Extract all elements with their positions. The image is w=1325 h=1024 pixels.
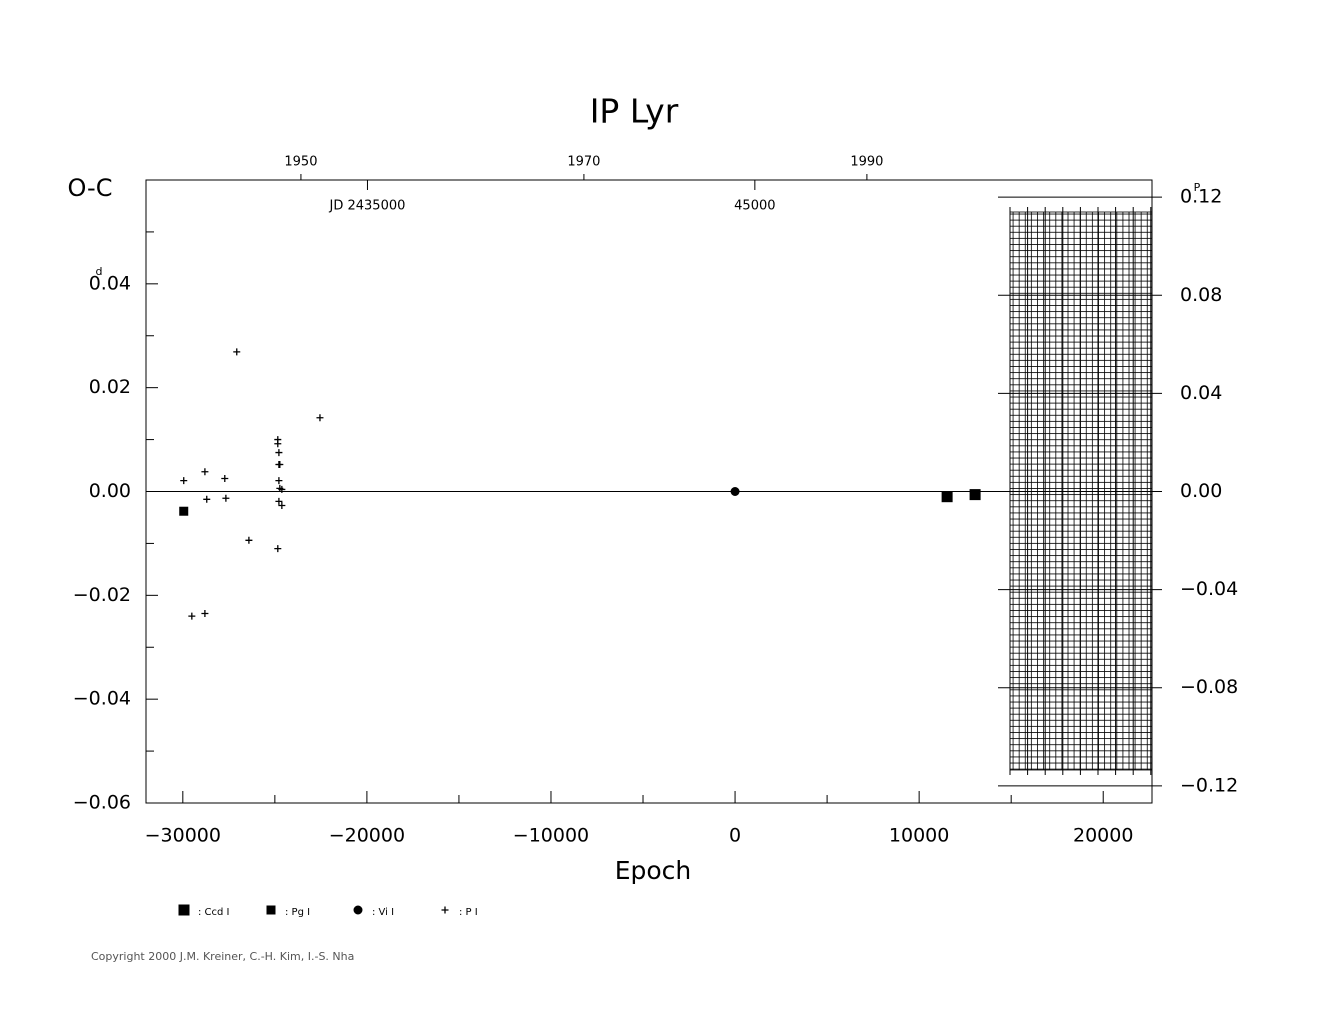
point bbox=[201, 610, 209, 618]
chart-title: IP Lyr bbox=[590, 92, 679, 131]
legend-label: : P I bbox=[459, 907, 478, 918]
x-tick-label: 0 bbox=[729, 825, 741, 847]
point bbox=[316, 414, 324, 422]
y2-tick-label: −0.08 bbox=[1180, 676, 1238, 698]
point bbox=[278, 485, 286, 493]
top-tick-label: 1950 bbox=[284, 155, 317, 170]
copyright: Copyright 2000 J.M. Kreiner, C.-H. Kim, … bbox=[91, 950, 354, 963]
point bbox=[941, 491, 953, 503]
top-tick-label: 1970 bbox=[567, 155, 600, 170]
point bbox=[266, 905, 276, 915]
point bbox=[179, 506, 189, 516]
legend-label: : Vi I bbox=[372, 907, 394, 918]
point bbox=[278, 502, 286, 510]
point bbox=[178, 904, 190, 916]
x-tick-label: −20000 bbox=[329, 825, 405, 847]
y2-tick-label: 0.00 bbox=[1180, 480, 1222, 502]
point bbox=[275, 477, 283, 485]
point bbox=[353, 905, 363, 915]
point bbox=[201, 468, 209, 476]
point bbox=[221, 475, 229, 483]
point bbox=[441, 906, 449, 914]
y2-tick-label: 0.12 bbox=[1180, 186, 1222, 208]
point bbox=[233, 348, 241, 356]
y-tick-label: −0.02 bbox=[73, 584, 131, 606]
x-tick-label: −30000 bbox=[145, 825, 221, 847]
legend-label: : Pg I bbox=[285, 907, 310, 918]
point bbox=[222, 494, 230, 502]
x-tick-label: 20000 bbox=[1073, 825, 1133, 847]
y2-tick-label: 0.04 bbox=[1180, 382, 1222, 404]
x-axis-title: Epoch bbox=[615, 856, 692, 885]
point bbox=[180, 477, 188, 485]
point bbox=[188, 612, 196, 620]
y2-tick-label: −0.04 bbox=[1180, 578, 1238, 600]
y-tick-label: 0.02 bbox=[89, 376, 131, 398]
point bbox=[245, 536, 253, 544]
jd-label: 45000 bbox=[734, 199, 775, 214]
y-tick-label: −0.06 bbox=[73, 792, 131, 814]
point bbox=[276, 461, 284, 469]
y-unit: d bbox=[96, 265, 103, 278]
y2-unit: P bbox=[1194, 181, 1201, 194]
y-tick-label: 0.04 bbox=[89, 272, 131, 294]
point bbox=[969, 489, 981, 501]
y-tick-label: −0.04 bbox=[73, 688, 131, 710]
x-tick-label: −10000 bbox=[513, 825, 589, 847]
point bbox=[730, 487, 740, 496]
y-tick-label: 0.00 bbox=[89, 480, 131, 502]
jd-label: JD 2435000 bbox=[329, 199, 406, 214]
legend-label: : Ccd I bbox=[198, 907, 230, 918]
top-tick-label: 1990 bbox=[850, 155, 883, 170]
y2-tick-label: −0.12 bbox=[1180, 774, 1238, 796]
y-axis-title: O-C bbox=[68, 174, 113, 202]
y2-tick-label: 0.08 bbox=[1180, 284, 1222, 306]
point bbox=[274, 440, 282, 448]
point bbox=[274, 545, 282, 553]
x-tick-label: 10000 bbox=[889, 825, 949, 847]
point bbox=[275, 449, 283, 457]
point bbox=[275, 497, 283, 505]
point bbox=[203, 495, 211, 503]
